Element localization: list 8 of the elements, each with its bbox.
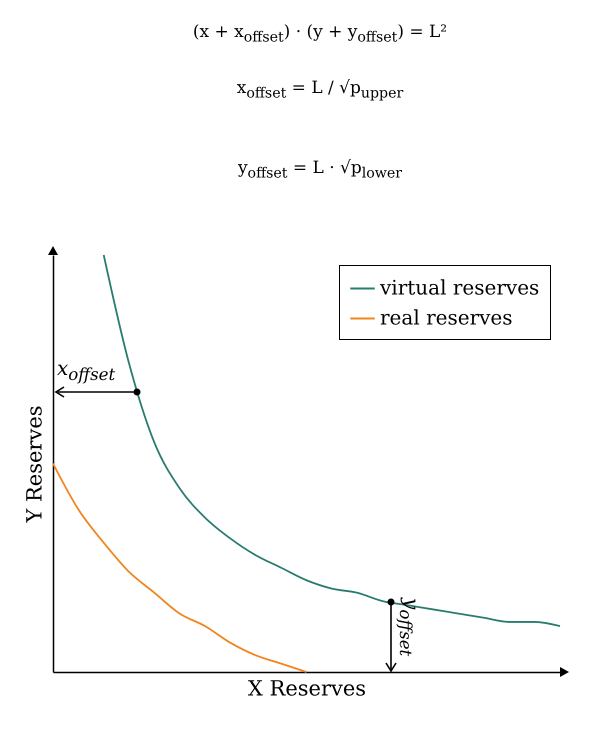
x-axis-title: X Reserves [248,676,366,700]
text: x$_{offset}$ = L / √p$_{upper}$ [236,78,404,102]
text: y$_{offset}$ = L · √p$_{lower}$ [236,158,404,182]
legend-label: virtual reserves [379,276,540,300]
text: (x + x$_{offset}$) · (y + y$_{offset}$) = L² [192,22,448,46]
legend-label: real reserves [380,306,513,330]
y-axis-title: Y Reserves [22,405,46,524]
annotation: x$_{offset}$ [57,356,116,384]
